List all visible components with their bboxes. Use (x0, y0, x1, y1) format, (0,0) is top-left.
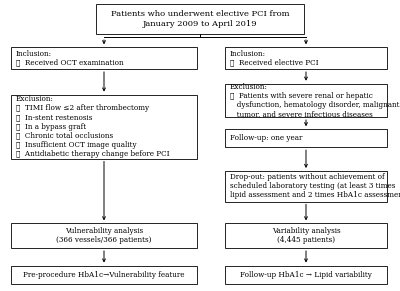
FancyBboxPatch shape (225, 171, 387, 201)
FancyBboxPatch shape (11, 95, 197, 159)
FancyBboxPatch shape (11, 265, 197, 285)
Text: Exclusion:
➤  Patients with severe renal or hepatic
   dysfunction, hematology d: Exclusion: ➤ Patients with severe renal … (230, 83, 399, 118)
FancyBboxPatch shape (225, 265, 387, 285)
FancyBboxPatch shape (11, 223, 197, 248)
FancyBboxPatch shape (225, 47, 387, 69)
Text: Pre-procedure HbA1c→Vulnerability feature: Pre-procedure HbA1c→Vulnerability featur… (23, 271, 185, 279)
FancyBboxPatch shape (96, 3, 304, 34)
Text: Patients who underwent elective PCI from
January 2009 to April 2019: Patients who underwent elective PCI from… (111, 10, 289, 28)
FancyBboxPatch shape (11, 47, 197, 69)
Text: Variability analysis
(4,445 patients): Variability analysis (4,445 patients) (272, 227, 340, 244)
Text: Follow-up: one year: Follow-up: one year (230, 134, 302, 142)
Text: Vulnerability analysis
(366 vessels/366 patients): Vulnerability analysis (366 vessels/366 … (56, 227, 152, 244)
FancyBboxPatch shape (225, 223, 387, 248)
Text: Drop-out: patients without achievement of
scheduled laboratory testing (at least: Drop-out: patients without achievement o… (230, 173, 400, 199)
FancyBboxPatch shape (225, 84, 387, 117)
FancyBboxPatch shape (225, 129, 387, 147)
Text: Follow-up HbA1c → Lipid variability: Follow-up HbA1c → Lipid variability (240, 271, 372, 279)
Text: Inclusion:
➤  Received OCT examination: Inclusion: ➤ Received OCT examination (16, 49, 124, 67)
Text: Inclusion:
➤  Received elective PCI: Inclusion: ➤ Received elective PCI (230, 49, 318, 67)
Text: Exclusion:
➤  TIMI flow ≤2 after thrombectomy
➤  In-stent restenosis
➤  In a byp: Exclusion: ➤ TIMI flow ≤2 after thrombec… (16, 95, 170, 158)
